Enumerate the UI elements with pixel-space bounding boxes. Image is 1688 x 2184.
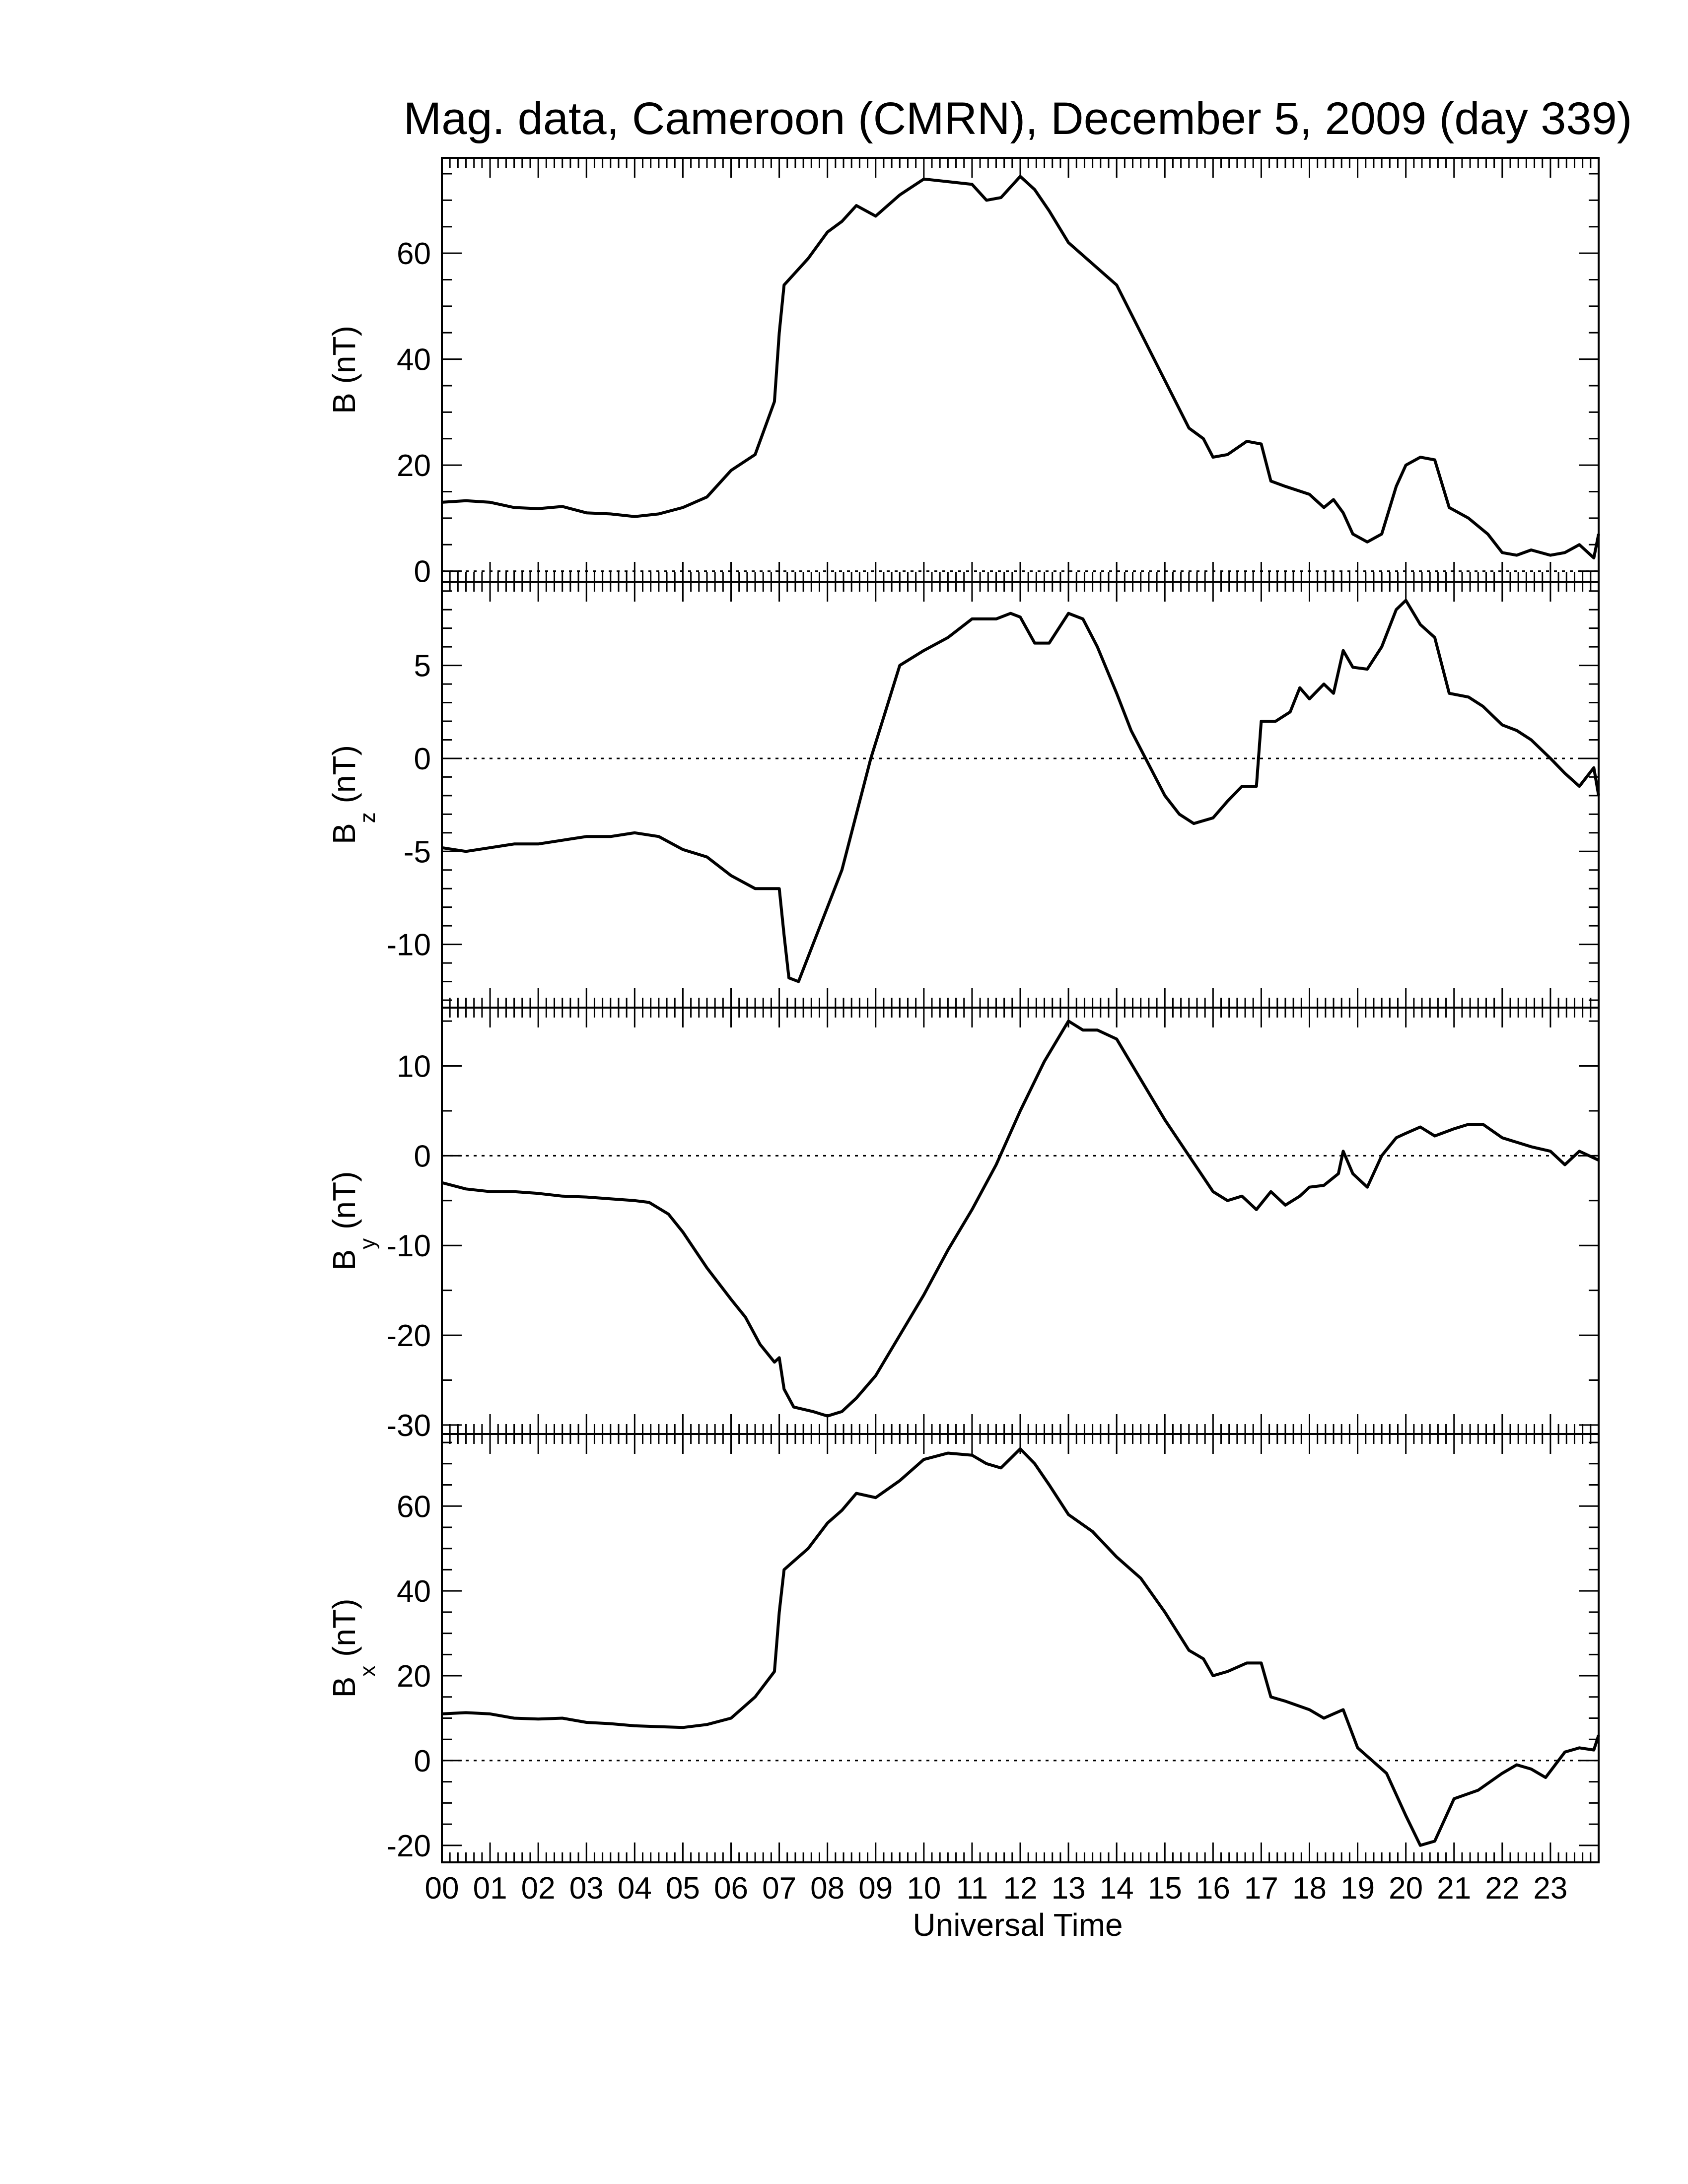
x-tick-label: 20 bbox=[1389, 1871, 1423, 1906]
panel-frame bbox=[441, 1007, 1600, 1435]
x-tick-label: 05 bbox=[666, 1871, 700, 1906]
x-ticks bbox=[441, 582, 1600, 1008]
panel-Bx: -20 0 20 40 60 Bx (nT) bbox=[326, 1433, 1600, 1863]
chart-title: Mag. data, Cameroon (CMRN), December 5, … bbox=[404, 93, 1632, 144]
y-tick-label: -30 bbox=[386, 1409, 431, 1443]
x-tick-label: 02 bbox=[521, 1871, 556, 1906]
x-tick-label: 13 bbox=[1052, 1871, 1086, 1906]
x-tick-marks bbox=[441, 1008, 1600, 1434]
x-tick-label: 14 bbox=[1100, 1871, 1134, 1906]
y-tick-label: 20 bbox=[397, 1659, 431, 1694]
y-tick-label: 0 bbox=[414, 555, 431, 589]
y-tick-label: 60 bbox=[397, 1490, 431, 1524]
y-tick-label: 5 bbox=[414, 649, 431, 683]
y-tick-label: -10 bbox=[386, 1229, 431, 1263]
x-tick-label: 10 bbox=[907, 1871, 941, 1906]
y-tick-label: 0 bbox=[414, 1744, 431, 1778]
y-tick-marks bbox=[442, 173, 1599, 572]
x-tick-label: 11 bbox=[956, 1871, 988, 1906]
panels: 0 20 40 60 B (nT) -10 -5 0 5 Bz (nT) -30 -20 -10 0 10 B… bbox=[326, 157, 1600, 1863]
series-line-B bbox=[441, 175, 1600, 559]
x-tick-label: 07 bbox=[762, 1871, 796, 1906]
y-axis-label: Bx (nT) bbox=[326, 1599, 380, 1698]
x-tick-label: 08 bbox=[810, 1871, 844, 1906]
x-tick-labels: 00 01 02 03 04 05 06 07 08 09 10 11 12 13 14 15 16 17 18 19… bbox=[425, 1871, 1568, 1906]
y-tick-marks bbox=[442, 590, 1599, 1001]
y-tick-marks bbox=[442, 1020, 1599, 1426]
panel-frame bbox=[441, 1433, 1600, 1863]
series-line-Bz bbox=[441, 599, 1600, 983]
x-tick-label: 01 bbox=[473, 1871, 507, 1906]
x-tick-marks bbox=[441, 1434, 1600, 1862]
panel-frame bbox=[441, 581, 1600, 1009]
y-tick-label: -10 bbox=[386, 928, 431, 962]
x-tick-label: 18 bbox=[1292, 1871, 1327, 1906]
y-tick-label: -20 bbox=[386, 1829, 431, 1863]
panel-B: 0 20 40 60 B (nT) bbox=[326, 157, 1600, 589]
y-tick-label: 40 bbox=[397, 343, 431, 377]
y-axis-label: B (nT) bbox=[326, 326, 362, 414]
x-tick-label: 09 bbox=[858, 1871, 893, 1906]
x-tick-label: 12 bbox=[1003, 1871, 1038, 1906]
y-tick-label: -5 bbox=[404, 835, 431, 869]
x-tick-label: 03 bbox=[569, 1871, 604, 1906]
x-tick-marks bbox=[441, 582, 1600, 1008]
x-tick-label: 04 bbox=[618, 1871, 652, 1906]
x-ticks bbox=[441, 1434, 1600, 1862]
y-tick-label: 60 bbox=[397, 237, 431, 271]
y-tick-label: 20 bbox=[397, 449, 431, 483]
x-tick-label: 19 bbox=[1340, 1871, 1375, 1906]
y-tick-label: -20 bbox=[386, 1319, 431, 1353]
x-tick-label: 23 bbox=[1533, 1871, 1567, 1906]
series-line-Bx bbox=[441, 1447, 1600, 1847]
panel-By: -30 -20 -10 0 10 By (nT) bbox=[326, 1007, 1600, 1443]
panel-frame bbox=[441, 157, 1600, 583]
x-axis-label: Universal Time bbox=[913, 1907, 1123, 1943]
y-tick-marks bbox=[442, 1441, 1599, 1846]
y-axis-label: Bz (nT) bbox=[326, 745, 380, 844]
x-tick-label: 22 bbox=[1485, 1871, 1519, 1906]
y-tick-label: 10 bbox=[397, 1050, 431, 1084]
y-tick-label: 0 bbox=[414, 1139, 431, 1173]
y-axis-label: By (nT) bbox=[326, 1171, 380, 1271]
x-tick-label: 17 bbox=[1244, 1871, 1278, 1906]
x-tick-label: 15 bbox=[1148, 1871, 1182, 1906]
x-ticks bbox=[441, 1008, 1600, 1434]
x-tick-marks bbox=[441, 158, 1600, 582]
x-ticks bbox=[441, 158, 1600, 582]
x-tick-label: 21 bbox=[1437, 1871, 1471, 1906]
y-tick-label: 0 bbox=[414, 742, 431, 776]
y-tick-label: 40 bbox=[397, 1574, 431, 1609]
series-line-By bbox=[441, 1020, 1600, 1418]
x-tick-label: 16 bbox=[1196, 1871, 1230, 1906]
x-tick-label: 06 bbox=[714, 1871, 748, 1906]
panel-Bz: -10 -5 0 5 Bz (nT) bbox=[326, 581, 1600, 1009]
x-tick-label: 00 bbox=[425, 1871, 459, 1906]
